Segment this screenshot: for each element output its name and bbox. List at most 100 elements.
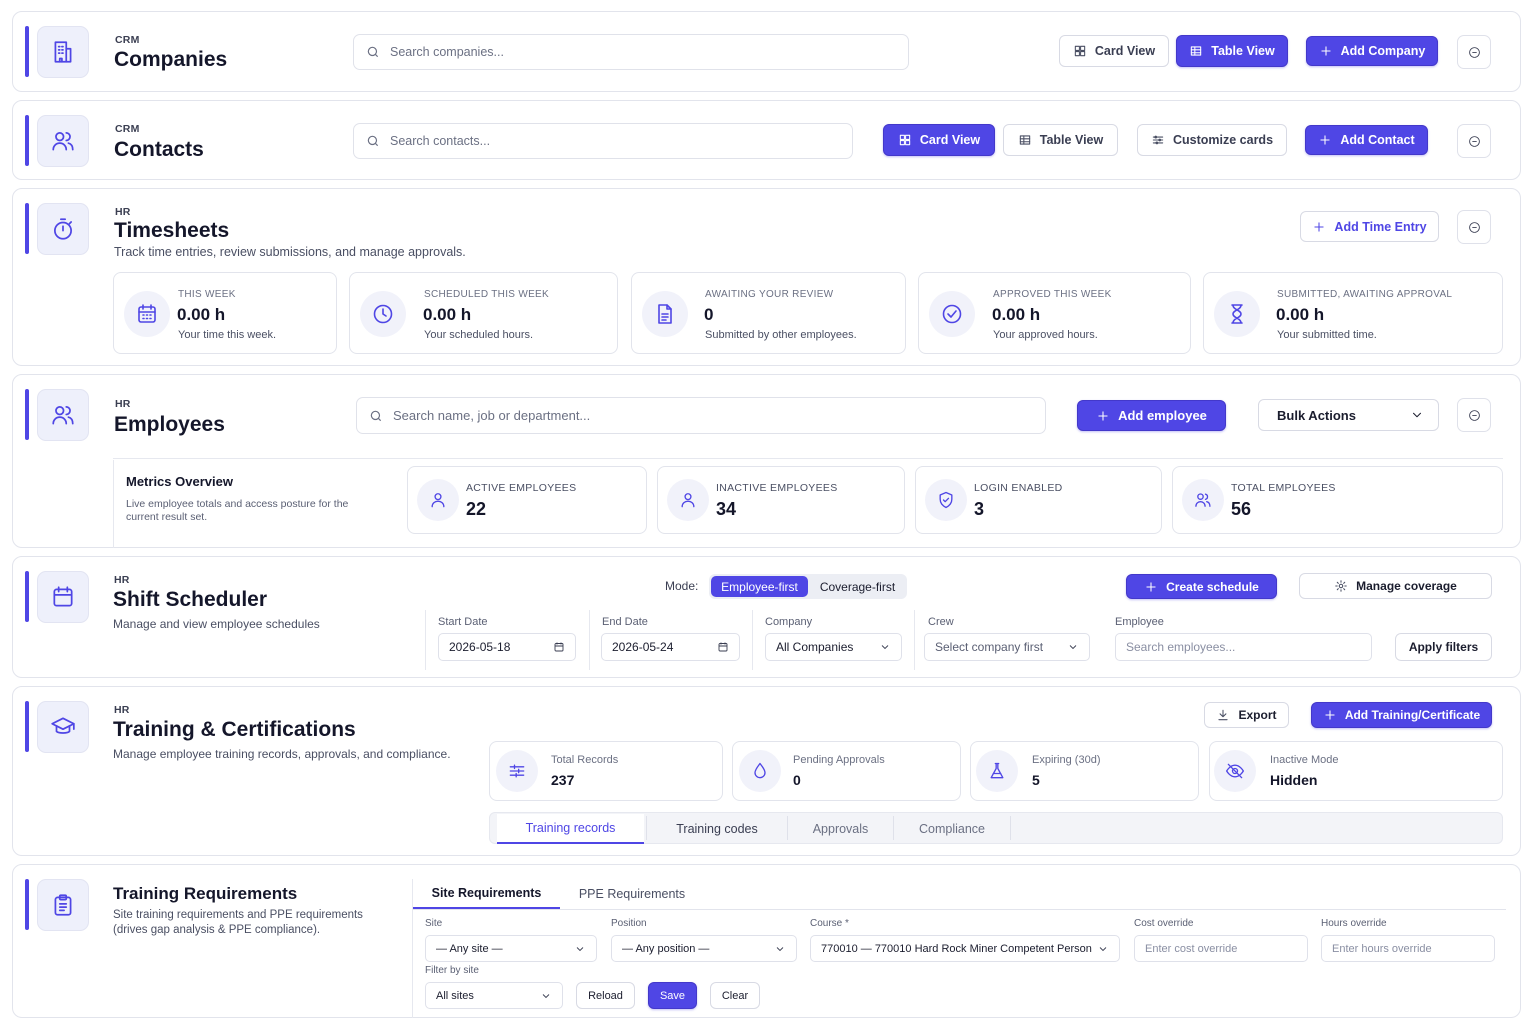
graduation-cap-icon <box>37 701 89 753</box>
company-value: All Companies <box>776 640 854 654</box>
hours-override-label: Hours override <box>1321 918 1387 929</box>
training-stat-card: Inactive Mode Hidden <box>1209 741 1503 801</box>
calendar-icon <box>718 642 728 652</box>
add-employee-label: Add employee <box>1118 408 1207 423</box>
companies-collapse-button[interactable] <box>1457 35 1491 69</box>
apply-filters-button[interactable]: Apply filters <box>1395 633 1492 661</box>
chevron-down-icon <box>881 645 889 650</box>
tab-ppe-requirements[interactable]: PPE Requirements <box>578 886 686 901</box>
tab-training-records[interactable]: Training records <box>497 814 644 844</box>
grid-icon <box>1074 45 1086 57</box>
training-title: Training & Certifications <box>113 718 356 741</box>
site-select[interactable]: — Any site — <box>425 935 597 962</box>
employee-metric-card: ACTIVE EMPLOYEES 22 <box>407 466 647 534</box>
training-stat-label: Total Records <box>551 754 619 766</box>
training-stat-value: 0 <box>793 772 801 788</box>
training-stat-value: Hidden <box>1270 772 1318 788</box>
training-stat-value: 237 <box>551 772 575 788</box>
crew-select[interactable]: Select company first <box>924 633 1090 661</box>
filter-site-select[interactable]: All sites <box>425 982 563 1009</box>
download-icon <box>1218 709 1229 721</box>
hours-override-placeholder: Enter hours override <box>1332 942 1432 955</box>
scheduler-subtitle: Manage and view employee schedules <box>113 617 320 631</box>
companies-card-view-button[interactable]: Card View <box>1059 35 1169 67</box>
save-button[interactable]: Save <box>648 982 697 1009</box>
users-icon <box>37 115 89 167</box>
hours-override-input[interactable]: Enter hours override <box>1321 935 1495 962</box>
mode-coverage-first[interactable]: Coverage-first <box>819 579 896 594</box>
calendar-icon <box>554 642 564 652</box>
manage-coverage-label: Manage coverage <box>1356 579 1457 593</box>
create-schedule-button[interactable]: Create schedule <box>1126 574 1277 599</box>
employee-label: Employee <box>1115 616 1164 628</box>
add-training-button[interactable]: Add Training/Certificate <box>1311 702 1492 728</box>
document-icon <box>642 291 688 337</box>
companies-search-input[interactable]: Search companies... <box>353 34 909 70</box>
companies-table-view-button[interactable]: Table View <box>1176 35 1288 67</box>
end-date-value: 2026-05-24 <box>612 640 674 654</box>
user-icon <box>667 479 709 521</box>
companies-title: Companies <box>114 48 228 71</box>
customize-cards-button[interactable]: Customize cards <box>1137 124 1287 156</box>
tab-compliance[interactable]: Compliance <box>918 822 985 836</box>
timesheets-collapse-button[interactable] <box>1457 210 1491 244</box>
employee-metric-card: LOGIN ENABLED 3 <box>915 466 1162 534</box>
add-contact-button[interactable]: Add Contact <box>1305 125 1428 155</box>
drop-icon <box>739 750 781 792</box>
ts-stat-label: APPROVED THIS WEEK <box>993 289 1112 300</box>
start-date-value: 2026-05-18 <box>449 640 511 654</box>
employee-search-input[interactable]: Search employees... <box>1115 633 1372 661</box>
contacts-card-view-button[interactable]: Card View <box>883 124 995 156</box>
export-button[interactable]: Export <box>1204 702 1289 728</box>
training-stat-card: Total Records 237 <box>489 741 723 801</box>
requirements-subtitle: Site training requirements and PPE requi… <box>113 909 363 936</box>
training-subtitle: Manage employee training records, approv… <box>113 747 451 761</box>
ts-stat-value: 0.00 h <box>177 305 226 324</box>
timesheets-accent-bar <box>25 203 29 254</box>
add-company-label: Add Company <box>1340 44 1426 58</box>
contacts-kicker: CRM <box>115 123 140 135</box>
plus-icon <box>1098 410 1108 421</box>
tab-approvals[interactable]: Approvals <box>812 822 869 836</box>
company-select[interactable]: All Companies <box>765 633 902 661</box>
users-icon <box>37 389 89 441</box>
cost-override-input[interactable]: Enter cost override <box>1134 935 1308 962</box>
contacts-accent-bar <box>25 115 29 166</box>
add-employee-button[interactable]: Add employee <box>1077 400 1226 431</box>
add-contact-label: Add Contact <box>1340 133 1415 147</box>
mode-employee-first[interactable]: Employee-first <box>711 576 808 597</box>
employees-title: Employees <box>114 413 225 436</box>
building-icon <box>37 26 89 78</box>
add-time-entry-button[interactable]: Add Time Entry <box>1300 211 1439 242</box>
crew-value: Select company first <box>935 640 1044 654</box>
employees-search-input[interactable]: Search name, job or department... <box>356 397 1046 434</box>
gear-icon <box>1335 580 1347 592</box>
tab-training-codes[interactable]: Training codes <box>676 822 758 836</box>
training-tabs-bar <box>489 812 1503 844</box>
tab-site-requirements[interactable]: Site Requirements <box>413 878 560 909</box>
reload-button[interactable]: Reload <box>576 982 635 1009</box>
position-select[interactable]: — Any position — <box>611 935 797 962</box>
employees-collapse-button[interactable] <box>1457 398 1491 432</box>
start-date-field[interactable]: 2026-05-18 <box>438 633 576 661</box>
companies-table-view-label: Table View <box>1211 44 1275 58</box>
contacts-table-view-button[interactable]: Table View <box>1003 124 1118 156</box>
contacts-search-input[interactable]: Search contacts... <box>353 123 853 159</box>
timesheets-kicker: HR <box>115 206 131 218</box>
plus-icon <box>1325 710 1335 720</box>
bulk-actions-label: Bulk Actions <box>1277 407 1356 423</box>
create-schedule-label: Create schedule <box>1166 579 1259 594</box>
ts-stat-note: Your submitted time. <box>1277 329 1377 341</box>
companies-kicker: CRM <box>115 34 140 46</box>
bulk-actions-dropdown[interactable]: Bulk Actions <box>1258 399 1439 431</box>
course-select[interactable]: 770010 — 770010 Hard Rock Miner Competen… <box>810 935 1120 962</box>
course-value: 770010 — 770010 Hard Rock Miner Competen… <box>821 942 1092 955</box>
end-date-field[interactable]: 2026-05-24 <box>601 633 740 661</box>
contacts-collapse-button[interactable] <box>1457 124 1491 158</box>
manage-coverage-button[interactable]: Manage coverage <box>1299 573 1492 599</box>
ts-stat-card: SUBMITTED, AWAITING APPROVAL 0.00 h Your… <box>1203 272 1503 354</box>
clear-button[interactable]: Clear <box>710 982 760 1009</box>
tab-divider <box>787 816 788 840</box>
metric-label: TOTAL EMPLOYEES <box>1231 482 1336 494</box>
add-company-button[interactable]: Add Company <box>1306 36 1438 66</box>
